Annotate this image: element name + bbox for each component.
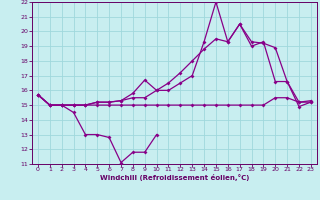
X-axis label: Windchill (Refroidissement éolien,°C): Windchill (Refroidissement éolien,°C): [100, 174, 249, 181]
